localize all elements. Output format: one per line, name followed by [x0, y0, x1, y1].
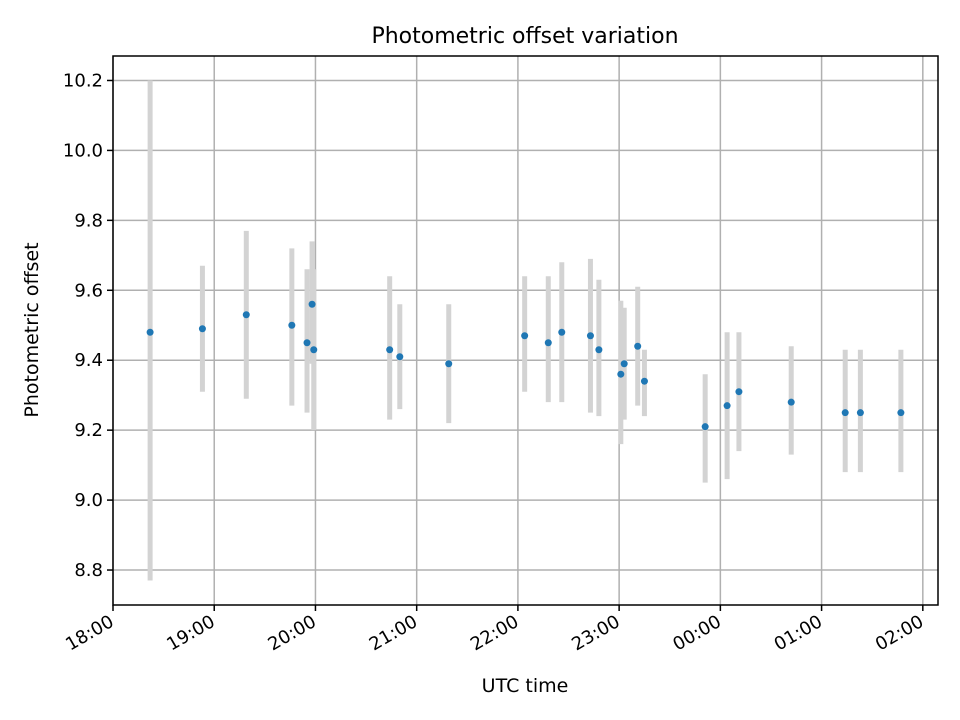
data-point [558, 328, 566, 336]
y-tick-label: 9.4 [74, 350, 103, 371]
y-tick-label: 8.8 [74, 560, 103, 581]
data-point [701, 423, 709, 431]
x-tick-label: 21:00 [366, 611, 421, 655]
x-tick-label: 00:00 [669, 611, 724, 655]
data-point [242, 311, 250, 319]
data-point [723, 402, 731, 410]
data-point [787, 398, 795, 406]
data-point [146, 328, 154, 336]
x-tick-label: 02:00 [872, 611, 927, 655]
y-axis-label: Photometric offset [21, 242, 43, 417]
x-axis-label: UTC time [482, 675, 569, 697]
x-tick-label: 18:00 [62, 611, 117, 655]
data-point [595, 346, 603, 354]
plot-frame [112, 55, 939, 606]
data-point [303, 339, 311, 347]
data-point [386, 346, 394, 354]
data-point [856, 409, 864, 417]
data-point [634, 342, 642, 350]
tick-layer: 18:00 19:00 20:00 21:00 22:00 23:00 00:00 01:00… [62, 70, 927, 655]
chart-title: Photometric offset variation [371, 24, 678, 49]
y-tick-label: 9.6 [74, 280, 103, 301]
errorbar-layer [147, 80, 904, 581]
y-tick-label: 10.2 [63, 70, 103, 91]
x-tick-label: 01:00 [771, 611, 826, 655]
data-point [521, 332, 529, 340]
data-point [617, 370, 625, 378]
y-tick-label: 9.8 [74, 210, 103, 231]
data-point [308, 300, 316, 308]
y-tick-label: 10.0 [63, 140, 103, 161]
data-point [288, 321, 296, 329]
data-point [841, 409, 849, 417]
data-point [640, 377, 648, 385]
data-point [445, 360, 453, 368]
data-point [198, 325, 206, 333]
data-point [620, 360, 628, 368]
point-layer [146, 300, 905, 431]
data-point [735, 388, 743, 396]
x-tick-label: 22:00 [467, 611, 522, 655]
data-point [897, 409, 905, 417]
data-point [586, 332, 594, 340]
y-tick-label: 9.2 [74, 420, 103, 441]
x-tick-label: 20:00 [265, 611, 320, 655]
x-tick-label: 19:00 [163, 611, 218, 655]
y-tick-label: 9.0 [74, 490, 103, 511]
data-point [310, 346, 318, 354]
data-point [396, 353, 404, 361]
x-tick-label: 23:00 [568, 611, 623, 655]
data-point [544, 339, 552, 347]
